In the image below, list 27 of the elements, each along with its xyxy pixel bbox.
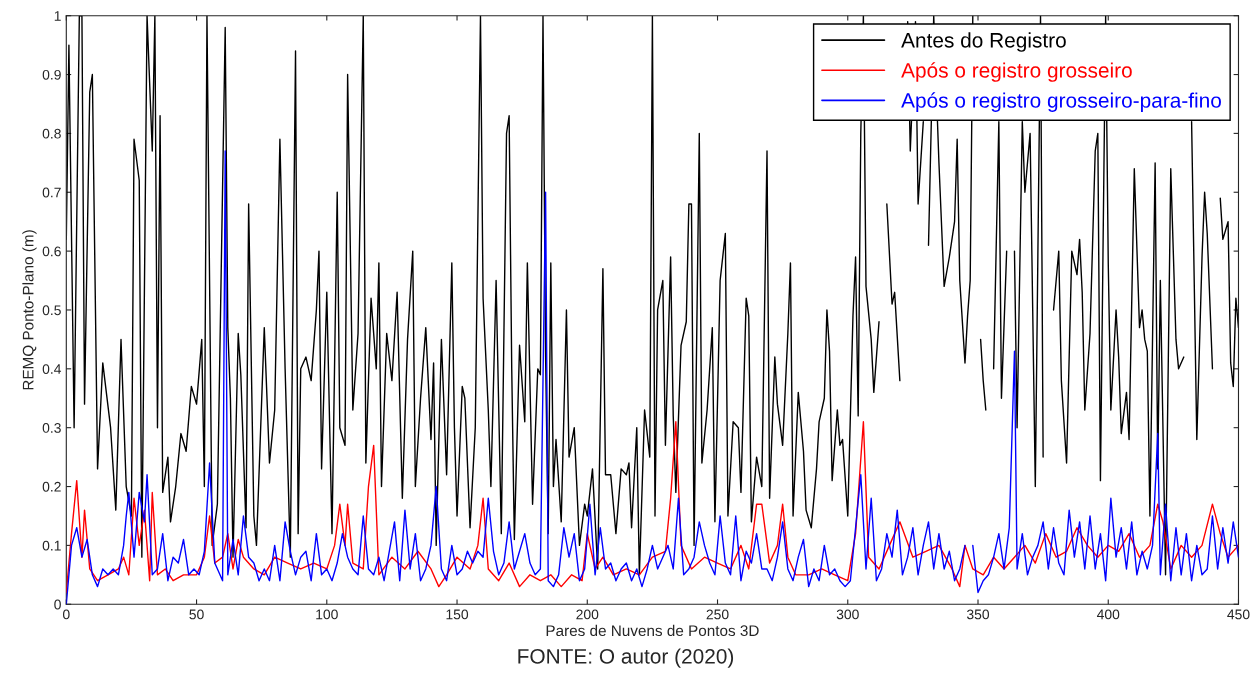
x-tick-label: 450 [1227, 609, 1250, 620]
y-tick-label: 0.3 [42, 423, 61, 433]
x-tick-label: 200 [576, 609, 599, 620]
y-tick-label: 0.1 [42, 540, 61, 551]
y-tick-label: 0.5 [42, 305, 61, 316]
x-tick-label: 50 [189, 609, 204, 620]
y-tick-label: 0.7 [42, 187, 61, 198]
legend-label: Antes do Registro [901, 32, 1066, 52]
y-tick-label: 0.9 [42, 69, 61, 80]
source-note: FONTE: O autor (2020) [518, 648, 734, 668]
x-tick-label: 100 [316, 609, 338, 620]
x-tick-label: 350 [966, 609, 990, 620]
x-tick-label: 300 [836, 609, 859, 620]
y-tick-label: 0 [54, 599, 61, 610]
y-tick-label: 0.6 [42, 246, 61, 257]
x-tick-label: 0 [62, 609, 70, 620]
legend-label: Após o registro grosseiro-para-fino [901, 92, 1221, 112]
y-tick-label: 0.8 [42, 128, 61, 139]
y-tick-label: 0.2 [42, 481, 61, 492]
y-tick-label: 1 [54, 11, 61, 21]
x-axis-title: Pares de Nuvens de Pontos 3D [546, 624, 759, 637]
legend-label: Após o registro grosseiro [901, 62, 1132, 82]
x-tick-label: 250 [706, 609, 729, 620]
y-axis-title: REMQ Ponto-Plano (m) [22, 230, 37, 390]
x-tick-label: 150 [446, 609, 469, 620]
y-tick-label: 0.4 [42, 364, 62, 374]
x-tick-label: 400 [1096, 609, 1120, 620]
